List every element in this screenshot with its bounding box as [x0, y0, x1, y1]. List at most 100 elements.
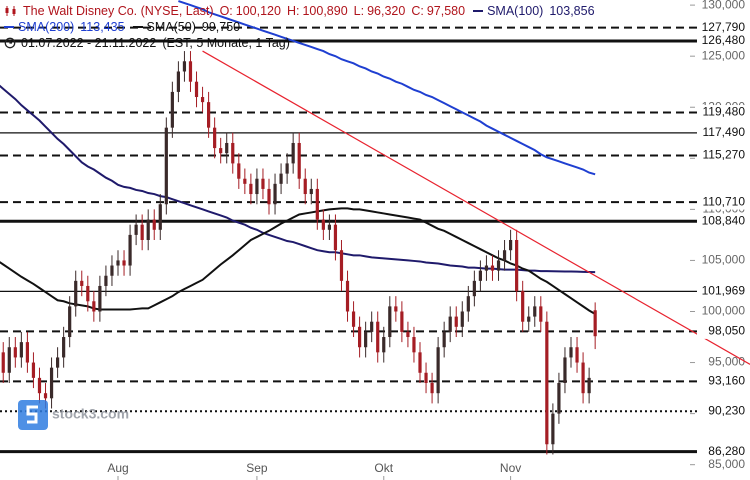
legend-label: SMA(200) — [18, 20, 75, 34]
candle-body — [587, 377, 591, 394]
ohlc-key: H: — [286, 4, 300, 18]
candle-body — [460, 311, 464, 327]
candle-body — [315, 188, 319, 220]
candle-body — [502, 250, 507, 261]
candle-body — [267, 188, 271, 205]
candle-body — [140, 224, 144, 240]
candle-body — [68, 306, 72, 338]
level-label: 108,840 — [702, 213, 746, 227]
candle-body — [370, 321, 374, 332]
candle-body — [116, 260, 120, 266]
candle-body — [134, 224, 138, 235]
candle-body — [13, 347, 17, 358]
level-label-box — [697, 125, 750, 141]
candle-body — [80, 280, 84, 286]
sma-line — [178, 0, 596, 176]
ohlc-value: 100,120 — [235, 4, 281, 18]
candle-body — [213, 127, 217, 149]
candle-body — [243, 178, 247, 184]
candle-body — [472, 280, 476, 297]
candle-body — [25, 342, 29, 363]
candle-body — [364, 331, 368, 348]
candle-body — [188, 61, 193, 82]
level-label: 127,790 — [702, 20, 746, 34]
ohlc-key: L: — [353, 4, 365, 18]
level-label-box — [697, 373, 750, 389]
level-label: 101,969 — [702, 284, 746, 298]
level-label: 90,230 — [708, 403, 745, 417]
candle-body — [104, 275, 108, 286]
candle-body — [56, 357, 60, 368]
candle-body — [406, 331, 410, 338]
candle-body — [339, 250, 344, 281]
candle-body — [37, 377, 42, 394]
level-label: 115,270 — [703, 148, 746, 162]
candle-body — [170, 91, 174, 128]
candle-body — [436, 347, 440, 394]
candle-body — [110, 265, 114, 276]
candle-body — [376, 321, 380, 353]
level-label: 93,160 — [708, 374, 745, 388]
level-label-box — [697, 403, 750, 419]
ohlc-value: 96,320 — [367, 4, 406, 18]
candle-body — [333, 224, 338, 251]
candle-body — [152, 219, 156, 230]
candle-body — [321, 219, 325, 230]
candle-body — [400, 311, 404, 332]
candle-body — [249, 183, 253, 195]
ohlc-key: C: — [411, 4, 424, 18]
ohlc-key: O: — [219, 4, 233, 18]
candle-body — [430, 382, 434, 394]
sma-line — [0, 84, 596, 274]
candle-body — [225, 142, 229, 154]
level-label-box — [697, 323, 750, 339]
candle-body — [146, 219, 150, 240]
candle-body — [231, 142, 235, 164]
candle-body — [388, 306, 392, 338]
candle-body — [122, 260, 126, 266]
candle-body — [478, 270, 482, 281]
candle-body — [279, 173, 283, 184]
y-tick-label: 85,000 — [708, 457, 745, 471]
candle-body — [466, 296, 470, 312]
levels — [0, 26, 697, 454]
candle-body — [551, 413, 555, 445]
candle-body — [62, 337, 66, 358]
candle-body — [261, 178, 265, 189]
period: 01.07.2022 - 21.11.2022 — [21, 36, 157, 50]
y-tick-label: 95,000 — [708, 355, 745, 369]
candle-body — [509, 240, 513, 251]
candle-body — [448, 316, 452, 332]
candle-body — [539, 306, 543, 322]
legend-label: SMA(100) — [487, 4, 544, 18]
level-label-box — [697, 33, 750, 49]
candle-body — [285, 163, 289, 174]
level-label-box — [697, 283, 750, 299]
level-label-box — [697, 20, 750, 36]
candle-body — [297, 142, 301, 179]
level-label-box — [697, 444, 750, 460]
candle-body — [581, 362, 585, 394]
candle-body — [490, 265, 495, 271]
watermark: stock3.com — [18, 400, 129, 430]
plot-area — [0, 0, 597, 455]
candle-body — [74, 280, 78, 307]
candle-body — [219, 148, 223, 154]
y-tick-label: 100,000 — [702, 304, 746, 318]
candle-body — [237, 163, 241, 179]
legend: The Walt Disney Co. (NYSE, Last) O: 100,1… — [4, 3, 595, 51]
candle-body — [521, 291, 525, 322]
candle-body — [527, 316, 531, 322]
candle-body — [49, 367, 54, 399]
y-axis: 85,00090,00095,000100,000105,000110,0001… — [107, 0, 745, 480]
candle-body — [424, 372, 428, 383]
legend-value: 113,435 — [80, 20, 125, 34]
level-label-box — [697, 213, 750, 229]
watermark-logo-mark — [26, 405, 38, 424]
y-tick-label: 125,000 — [702, 48, 746, 62]
candle-body — [418, 352, 422, 373]
candle-body — [442, 331, 446, 348]
candle-body — [31, 362, 36, 378]
